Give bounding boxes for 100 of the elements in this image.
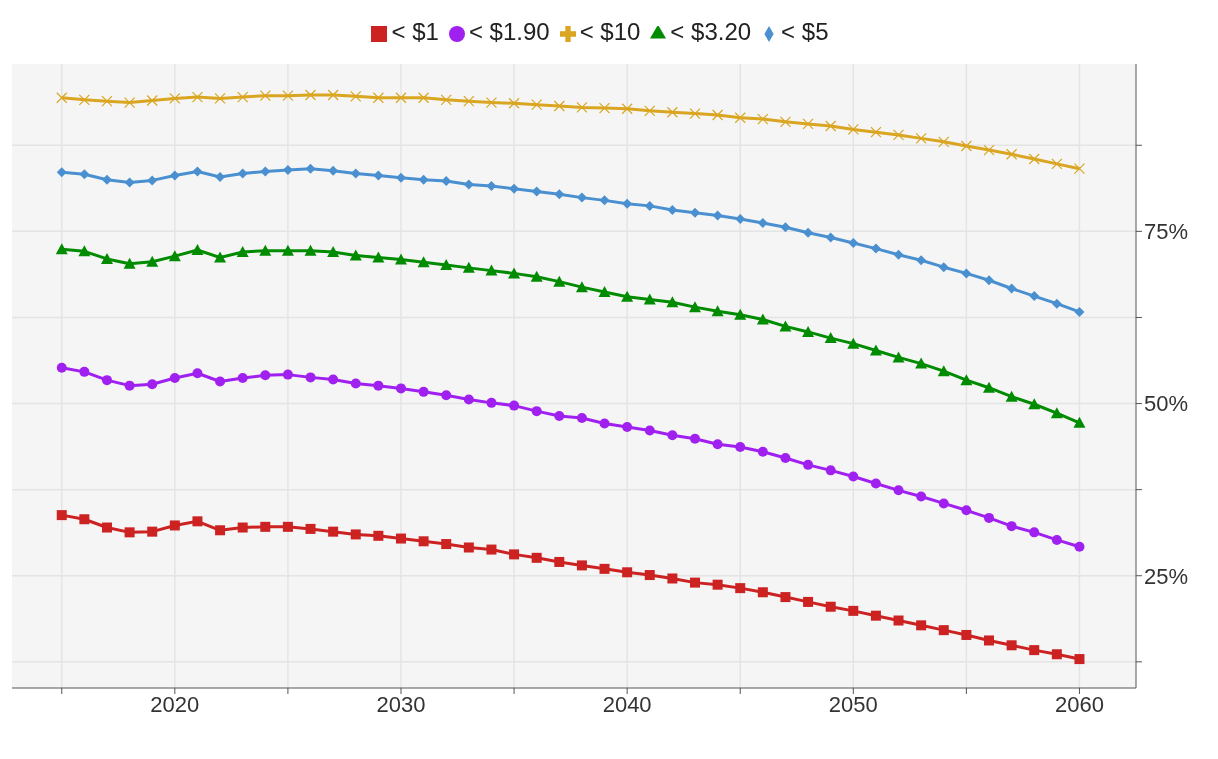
point <box>643 293 656 305</box>
point <box>1029 527 1040 538</box>
point <box>147 379 158 390</box>
point <box>983 144 995 156</box>
point <box>599 563 610 574</box>
point <box>79 169 90 180</box>
point <box>757 113 769 125</box>
point <box>1028 398 1041 410</box>
point <box>486 544 497 555</box>
y-tick-label: 50% <box>1144 391 1189 417</box>
point <box>916 620 927 631</box>
point <box>508 267 521 279</box>
point <box>463 394 474 405</box>
point <box>531 552 542 563</box>
point <box>418 174 429 185</box>
point <box>553 275 566 287</box>
point <box>192 166 203 177</box>
point <box>1051 649 1062 660</box>
point <box>509 549 520 560</box>
point <box>215 171 226 182</box>
point <box>734 112 746 124</box>
point <box>644 570 655 581</box>
point <box>576 413 587 424</box>
point <box>554 556 565 567</box>
point <box>147 526 158 537</box>
point <box>1073 163 1086 175</box>
point <box>893 485 904 496</box>
point <box>1074 541 1085 552</box>
point <box>282 90 294 102</box>
point <box>575 281 588 293</box>
point <box>508 97 520 109</box>
point <box>984 275 994 286</box>
point <box>191 243 204 255</box>
point <box>984 512 994 523</box>
point <box>101 522 112 533</box>
point <box>938 625 949 636</box>
point <box>259 244 272 256</box>
point <box>531 99 543 111</box>
point <box>282 369 293 380</box>
point <box>803 227 814 238</box>
x-tick-label: 2060 <box>1054 691 1104 717</box>
point <box>779 320 792 332</box>
point <box>79 514 90 525</box>
point <box>463 179 474 190</box>
point <box>1029 645 1040 656</box>
point <box>892 351 905 363</box>
point <box>281 244 294 256</box>
point <box>689 207 700 218</box>
point <box>1073 416 1086 428</box>
point <box>576 192 587 203</box>
point <box>101 174 112 185</box>
point <box>373 170 384 181</box>
point <box>598 285 611 297</box>
point <box>825 232 836 243</box>
point <box>847 123 859 136</box>
point <box>870 243 881 254</box>
point <box>848 238 859 249</box>
point <box>463 542 474 553</box>
point <box>350 529 361 540</box>
point <box>576 560 587 571</box>
point <box>373 530 384 541</box>
point <box>327 89 339 101</box>
point <box>983 381 995 393</box>
point <box>937 365 950 377</box>
point <box>554 410 565 421</box>
point <box>259 90 271 102</box>
point <box>825 465 836 476</box>
point <box>56 362 67 373</box>
point <box>666 106 678 118</box>
point <box>168 250 181 262</box>
point <box>237 373 248 384</box>
point <box>916 491 927 502</box>
point <box>1051 298 1062 309</box>
point <box>305 163 316 174</box>
point <box>395 533 406 544</box>
point <box>418 386 429 397</box>
point <box>372 92 384 104</box>
point <box>79 366 90 377</box>
point <box>485 96 498 109</box>
point <box>576 101 588 113</box>
point <box>260 370 271 381</box>
point <box>1050 407 1063 419</box>
point <box>1051 158 1063 170</box>
point <box>124 527 135 538</box>
point <box>56 167 67 178</box>
point <box>328 165 339 176</box>
point <box>644 200 655 211</box>
point <box>349 249 362 261</box>
point <box>802 118 814 130</box>
point <box>1051 534 1062 545</box>
point <box>328 374 339 385</box>
point <box>56 510 67 521</box>
point <box>1006 640 1017 651</box>
point <box>893 615 904 626</box>
point <box>236 246 249 258</box>
point <box>848 471 859 482</box>
point <box>304 89 317 101</box>
point <box>712 579 723 590</box>
point <box>599 418 610 429</box>
point <box>688 301 701 313</box>
